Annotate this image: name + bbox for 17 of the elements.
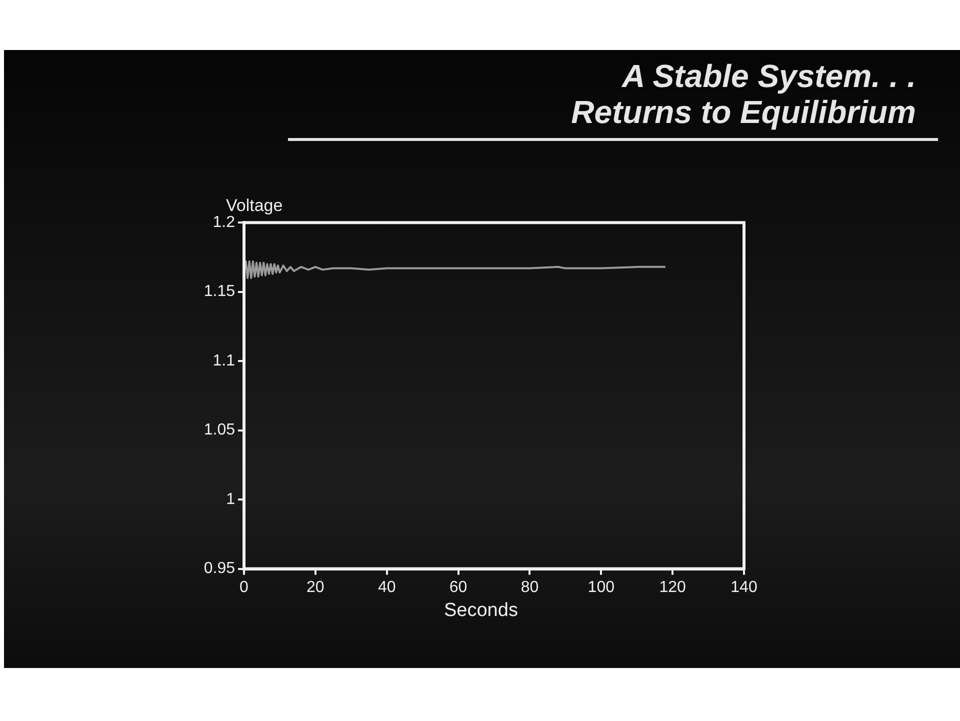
x-axis-title: Seconds: [444, 600, 518, 622]
y-tick-label: 1.15: [204, 283, 236, 300]
y-tick-label: 1.05: [204, 422, 236, 439]
x-tick-label: 120: [659, 578, 686, 596]
x-tick-label: 140: [730, 578, 758, 596]
x-tick-label: 100: [588, 578, 615, 596]
y-axis-title: Voltage: [226, 196, 283, 216]
x-tick-label: 0: [240, 578, 249, 596]
y-tick-label: 0.95: [204, 560, 236, 578]
x-tick-label: 80: [520, 578, 539, 596]
y-tick-label: 1.2: [212, 214, 236, 232]
chart-title: A Stable System. . . Returns to Equilibrium: [571, 58, 916, 130]
x-tick-label: 60: [449, 578, 468, 596]
x-tick-label: 20: [306, 578, 324, 596]
y-tick-label: 1.1: [212, 352, 236, 370]
x-tick-label: 40: [378, 578, 396, 596]
y-tick-label: 1: [226, 490, 236, 508]
